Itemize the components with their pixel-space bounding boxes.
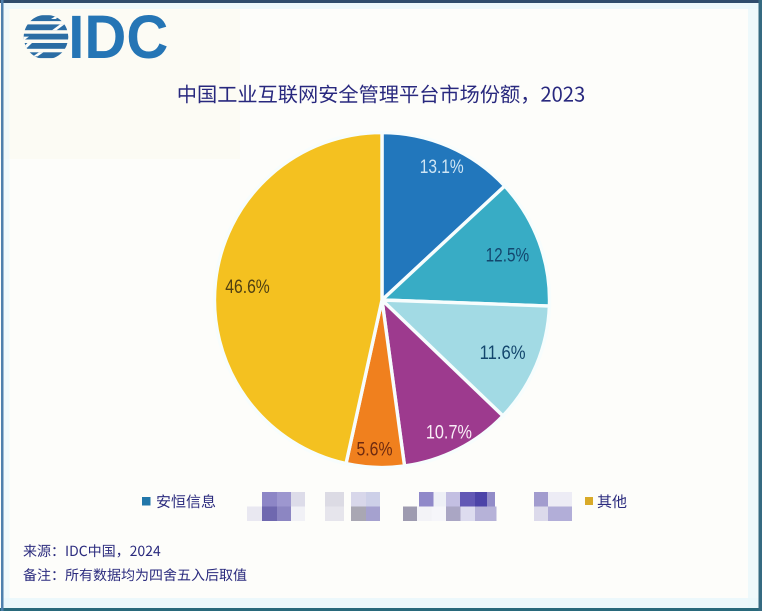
svg-text:10.7%: 10.7%	[426, 422, 472, 444]
svg-text:11.6%: 11.6%	[480, 342, 526, 364]
svg-text:IDC: IDC	[68, 3, 168, 72]
svg-text:12.5%: 12.5%	[486, 244, 530, 266]
svg-text:13.1%: 13.1%	[420, 156, 464, 178]
svg-text:46.6%: 46.6%	[225, 276, 270, 298]
svg-text:5.6%: 5.6%	[357, 438, 393, 460]
